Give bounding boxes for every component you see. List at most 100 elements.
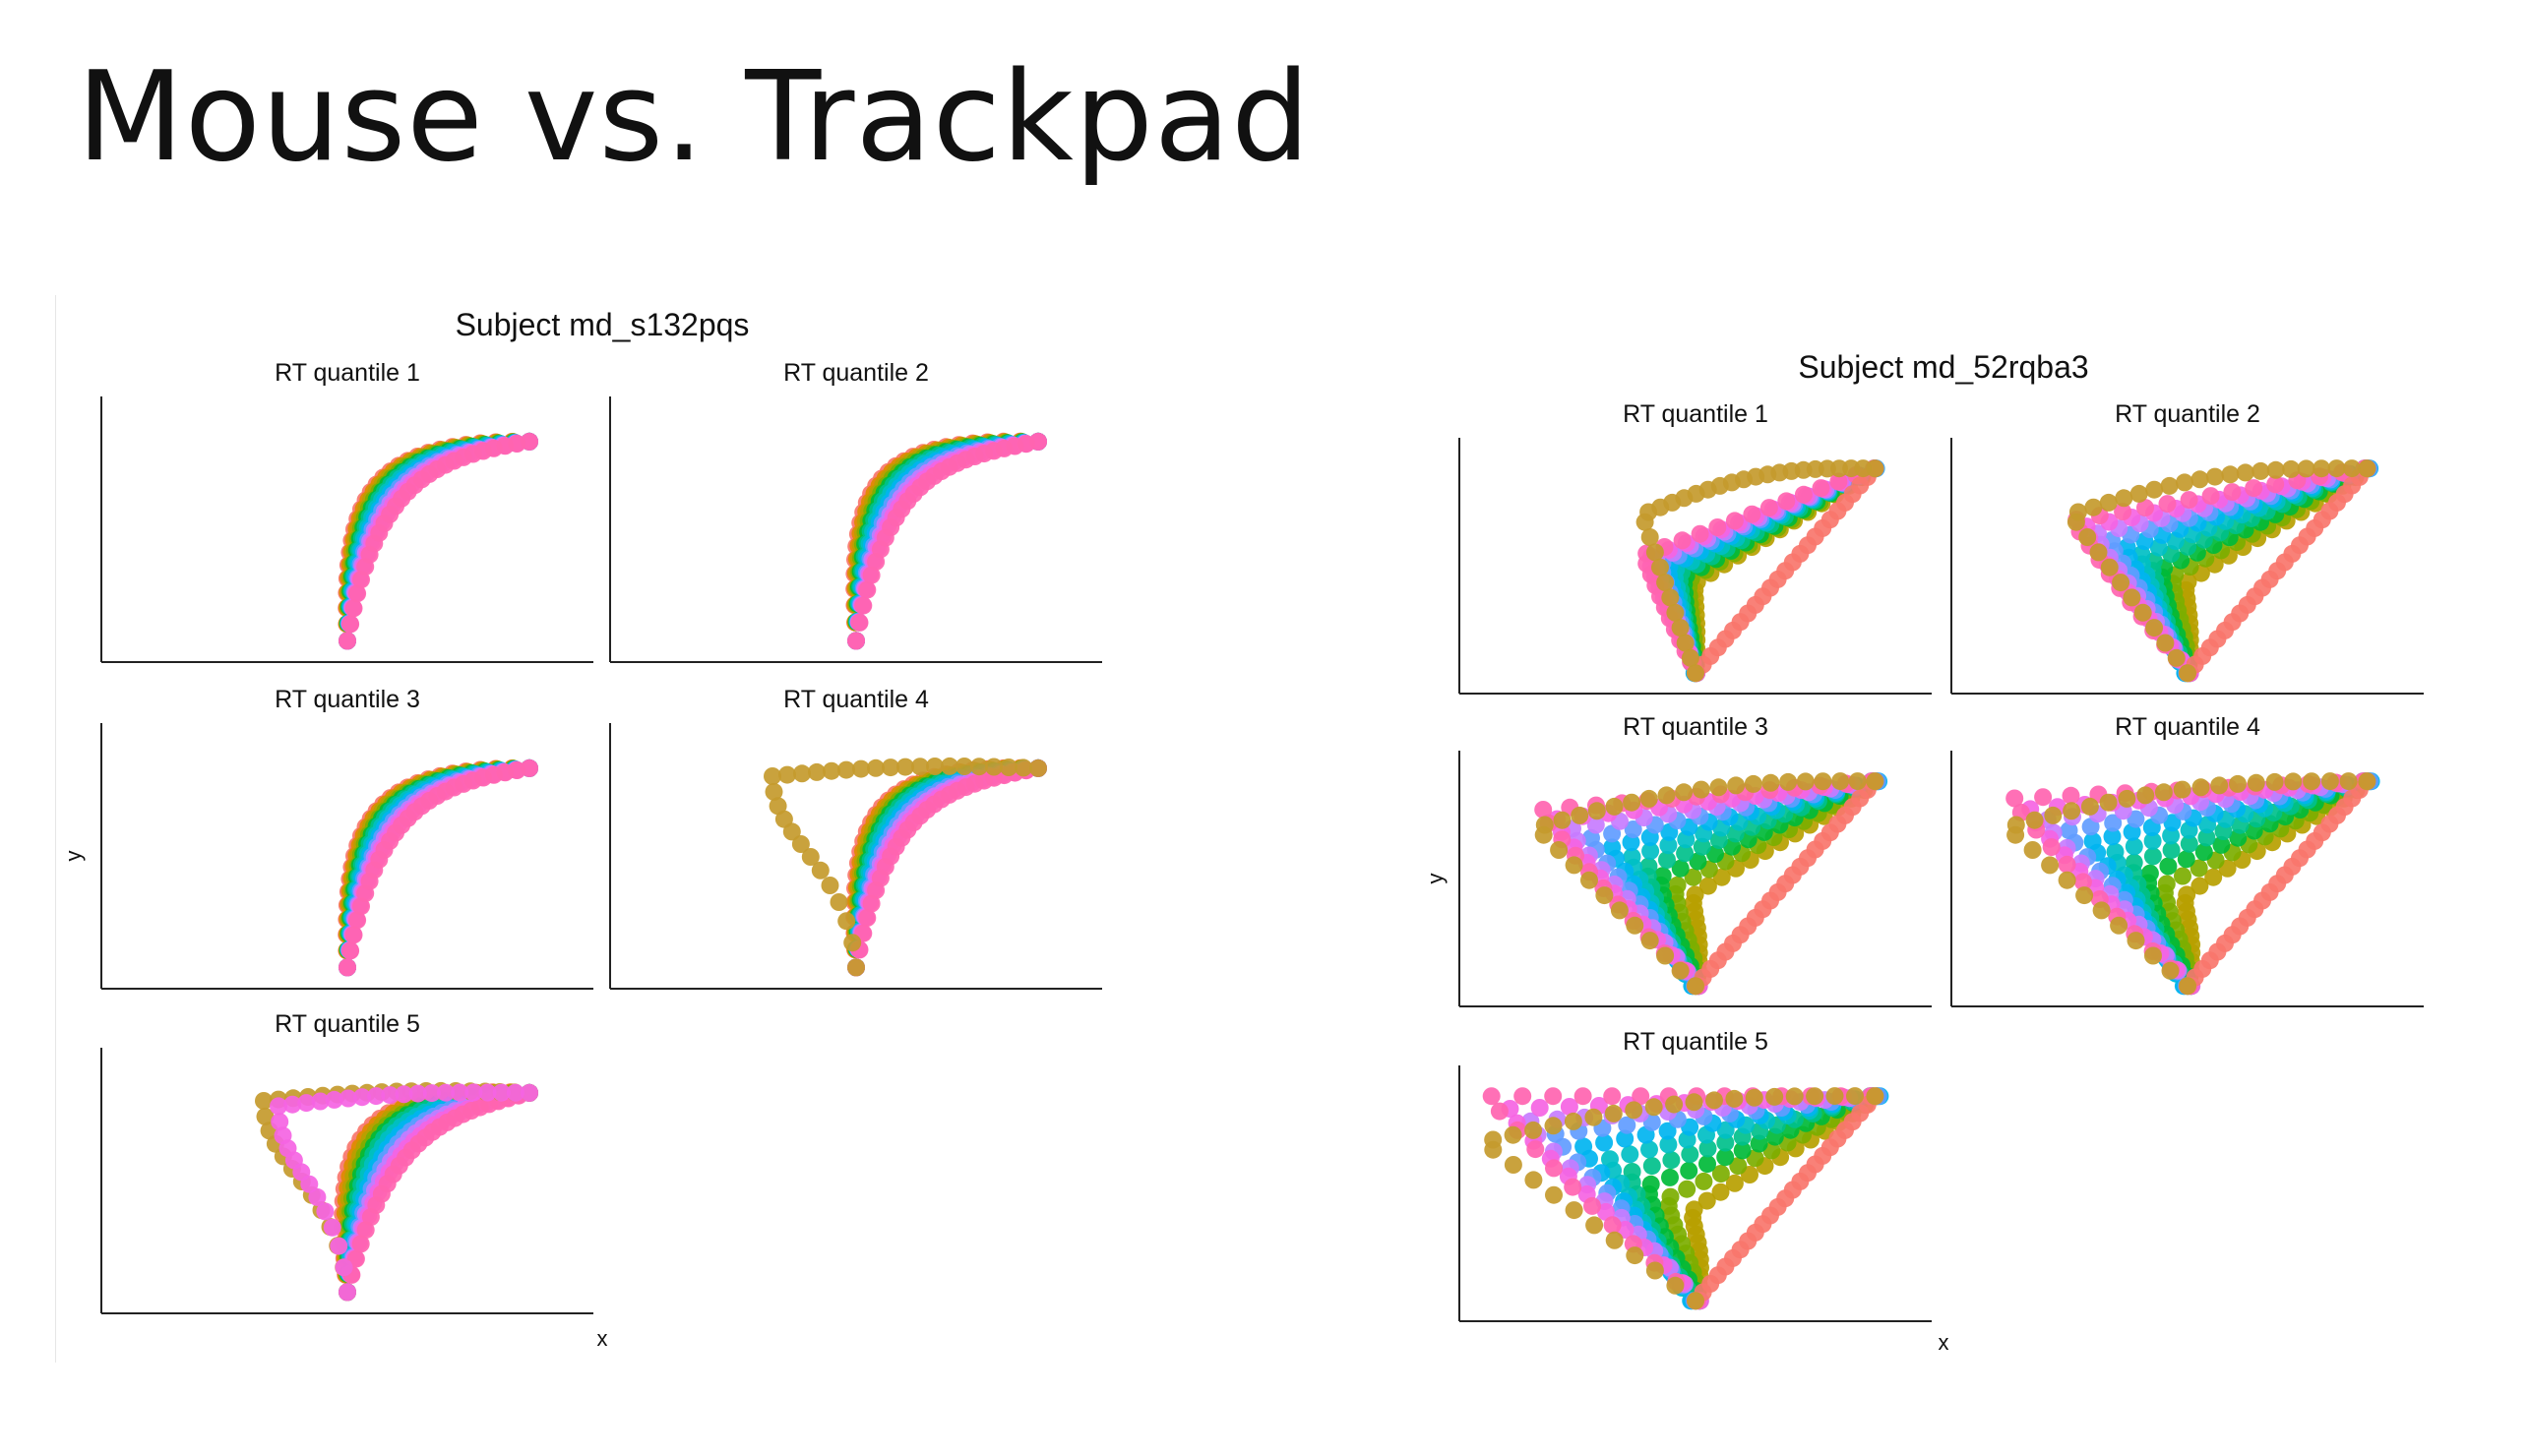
trajectory-point bbox=[2179, 664, 2196, 683]
trajectory-point bbox=[1695, 1172, 1713, 1190]
trajectory-point bbox=[1662, 1151, 1681, 1170]
trajectory-point bbox=[353, 1088, 371, 1107]
trajectory-point bbox=[311, 1092, 330, 1111]
trajectory-points bbox=[1534, 772, 1888, 996]
trajectory-point bbox=[2154, 783, 2173, 802]
trajectory-point bbox=[2084, 498, 2103, 516]
trajectory-point bbox=[2167, 648, 2186, 667]
trajectory-point bbox=[1725, 1089, 1744, 1108]
trajectory-point bbox=[1015, 758, 1032, 777]
trajectory-point bbox=[1560, 1098, 1578, 1116]
trajectory-point bbox=[492, 1083, 511, 1102]
trajectory-point bbox=[1513, 1087, 1532, 1106]
trajectory-point bbox=[1530, 1099, 1549, 1117]
trajectory-point bbox=[2123, 588, 2141, 607]
trajectory-point bbox=[2110, 916, 2128, 935]
trajectory-point bbox=[1673, 531, 1692, 550]
trajectory-point bbox=[2159, 857, 2178, 876]
trajectory-point bbox=[1671, 619, 1690, 637]
trajectory-point bbox=[297, 1094, 316, 1113]
facet-label: RT quantile 4 bbox=[2115, 713, 2260, 741]
trajectory-point bbox=[2297, 459, 2315, 478]
trajectory-point bbox=[1698, 1139, 1717, 1158]
trajectory-point bbox=[2201, 487, 2220, 506]
facet-label: RT quantile 5 bbox=[275, 1010, 420, 1038]
trajectory-point bbox=[1504, 1156, 1522, 1174]
trajectory-point bbox=[1705, 1091, 1723, 1110]
trajectory-point bbox=[2176, 473, 2193, 492]
trajectory-point bbox=[1829, 472, 1848, 491]
trajectory-point bbox=[2177, 850, 2195, 869]
trajectory-point bbox=[1668, 876, 1687, 894]
trajectory-point bbox=[1671, 859, 1690, 878]
trajectory-point bbox=[1831, 772, 1850, 791]
facet-label: RT quantile 2 bbox=[2115, 400, 2260, 428]
trajectory-point bbox=[1583, 1196, 1601, 1215]
trajectory-point bbox=[478, 1083, 497, 1102]
trajectory-point bbox=[1641, 1175, 1660, 1193]
trajectory-point bbox=[1550, 841, 1569, 859]
trajectory-point bbox=[2058, 855, 2076, 874]
trajectory-point bbox=[339, 1089, 357, 1108]
trajectory-point bbox=[1866, 1087, 1884, 1106]
trajectory-point bbox=[1595, 1133, 1614, 1152]
trajectory-point bbox=[808, 762, 826, 781]
trajectory-point bbox=[2212, 835, 2231, 854]
trajectory-point bbox=[2041, 856, 2060, 875]
trajectory-point bbox=[274, 1126, 292, 1145]
trajectory-point bbox=[1603, 838, 1622, 857]
trajectory-point bbox=[270, 1097, 287, 1116]
trajectory-point bbox=[1571, 806, 1589, 824]
facet-panel: RT quantile 5 bbox=[1458, 1028, 1932, 1322]
trajectory-point bbox=[1666, 603, 1685, 622]
trajectory-points bbox=[2005, 772, 2380, 996]
trajectory-point bbox=[1681, 648, 1699, 667]
trajectory-point bbox=[2073, 873, 2092, 891]
trajectory-point bbox=[2062, 786, 2080, 805]
trajectory-point bbox=[323, 1218, 341, 1237]
trajectory-point bbox=[2339, 772, 2358, 791]
facet-panel: RT quantile 1 bbox=[100, 359, 593, 663]
trajectory-point bbox=[1623, 793, 1641, 812]
trajectory-point bbox=[2078, 528, 2097, 546]
trajectory-point bbox=[1671, 961, 1690, 980]
trajectory-point bbox=[774, 810, 793, 828]
trajectory-point bbox=[1645, 543, 1664, 562]
trajectory-point bbox=[1692, 780, 1710, 799]
trajectory-point bbox=[1661, 1168, 1679, 1186]
trajectory-point bbox=[1524, 1121, 1543, 1139]
trajectory-point bbox=[2005, 789, 2024, 808]
trajectory-point bbox=[1564, 1178, 1582, 1196]
trajectory-point bbox=[1564, 1112, 1582, 1130]
trajectory-point bbox=[926, 758, 944, 775]
facet-label: RT quantile 5 bbox=[1623, 1028, 1768, 1056]
trajectory-point bbox=[941, 757, 958, 775]
trajectory-point bbox=[2190, 859, 2208, 878]
trajectory-point bbox=[2145, 619, 2164, 637]
trajectory-point bbox=[1665, 1095, 1684, 1114]
trajectory-point bbox=[1504, 1125, 1522, 1144]
facet-label: RT quantile 4 bbox=[783, 686, 929, 713]
trajectory-points bbox=[764, 757, 1047, 977]
trajectory-point bbox=[1645, 1261, 1664, 1280]
facet-panel: RT quantile 3 bbox=[100, 686, 593, 990]
trajectory-point bbox=[1846, 1087, 1864, 1106]
trajectory-point bbox=[1642, 1157, 1661, 1176]
trajectory-point bbox=[351, 1235, 370, 1253]
subject-title: Subject md_52rqba3 bbox=[1798, 349, 2088, 385]
trajectory-point bbox=[1574, 1137, 1593, 1156]
trajectory-point bbox=[395, 1085, 413, 1104]
trajectory-point bbox=[811, 861, 830, 880]
trajectory-point bbox=[1866, 459, 1884, 478]
trajectory-point bbox=[1626, 916, 1644, 935]
trajectory-point bbox=[2140, 864, 2159, 882]
trajectory-point bbox=[911, 758, 929, 776]
trajectory-point bbox=[882, 758, 899, 777]
trajectory-point bbox=[2179, 573, 2197, 591]
trajectory-point bbox=[2136, 786, 2155, 805]
trajectory-point bbox=[1733, 1141, 1752, 1160]
trajectory-point bbox=[2068, 503, 2087, 521]
trajectory-point bbox=[2042, 838, 2061, 857]
trajectory-point bbox=[2173, 780, 2191, 799]
trajectory-point bbox=[1680, 1162, 1698, 1180]
